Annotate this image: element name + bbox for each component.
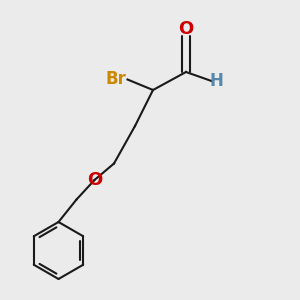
Text: Br: Br <box>105 70 126 88</box>
Text: H: H <box>209 72 223 90</box>
Text: O: O <box>87 171 102 189</box>
Text: O: O <box>178 20 194 38</box>
